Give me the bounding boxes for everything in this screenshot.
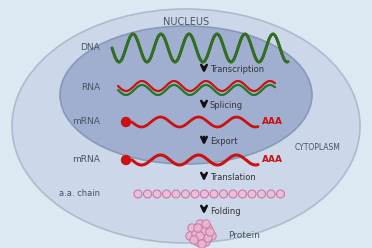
Circle shape (229, 190, 237, 198)
Circle shape (210, 190, 218, 198)
Circle shape (188, 224, 196, 232)
Circle shape (163, 190, 170, 198)
Circle shape (267, 190, 275, 198)
Text: NUCLEUS: NUCLEUS (163, 17, 209, 27)
Circle shape (122, 155, 131, 164)
Text: Transcription: Transcription (210, 65, 264, 74)
Circle shape (276, 190, 285, 198)
Circle shape (182, 190, 189, 198)
Circle shape (196, 232, 204, 240)
Ellipse shape (12, 9, 360, 243)
Circle shape (202, 220, 210, 228)
Circle shape (191, 190, 199, 198)
Circle shape (190, 236, 198, 244)
Ellipse shape (60, 26, 312, 164)
Circle shape (248, 190, 256, 198)
Text: CYTOPLASM: CYTOPLASM (295, 144, 341, 153)
Text: RNA: RNA (81, 84, 100, 93)
Text: Splicing: Splicing (210, 101, 243, 111)
Circle shape (194, 238, 202, 246)
Text: Folding: Folding (210, 207, 241, 216)
Text: Protein: Protein (228, 231, 260, 241)
Text: Export: Export (210, 136, 237, 146)
Circle shape (196, 220, 204, 228)
Circle shape (201, 190, 208, 198)
Circle shape (186, 232, 194, 240)
Circle shape (198, 240, 206, 248)
Circle shape (122, 118, 131, 126)
Text: mRNA: mRNA (72, 118, 100, 126)
Text: AAA: AAA (262, 155, 283, 164)
Circle shape (202, 238, 210, 246)
Circle shape (208, 232, 216, 240)
Circle shape (144, 190, 151, 198)
Text: a.a. chain: a.a. chain (59, 189, 100, 198)
Text: Translation: Translation (210, 174, 256, 183)
Circle shape (219, 190, 228, 198)
Circle shape (200, 227, 208, 235)
Circle shape (134, 190, 142, 198)
Circle shape (194, 224, 202, 232)
Text: mRNA: mRNA (72, 155, 100, 164)
Circle shape (238, 190, 247, 198)
Circle shape (153, 190, 161, 198)
Circle shape (172, 190, 180, 198)
Circle shape (257, 190, 266, 198)
Circle shape (192, 230, 200, 238)
Circle shape (206, 228, 214, 236)
Circle shape (204, 234, 212, 242)
Text: AAA: AAA (262, 118, 283, 126)
Text: DNA: DNA (80, 43, 100, 53)
Circle shape (204, 224, 212, 232)
